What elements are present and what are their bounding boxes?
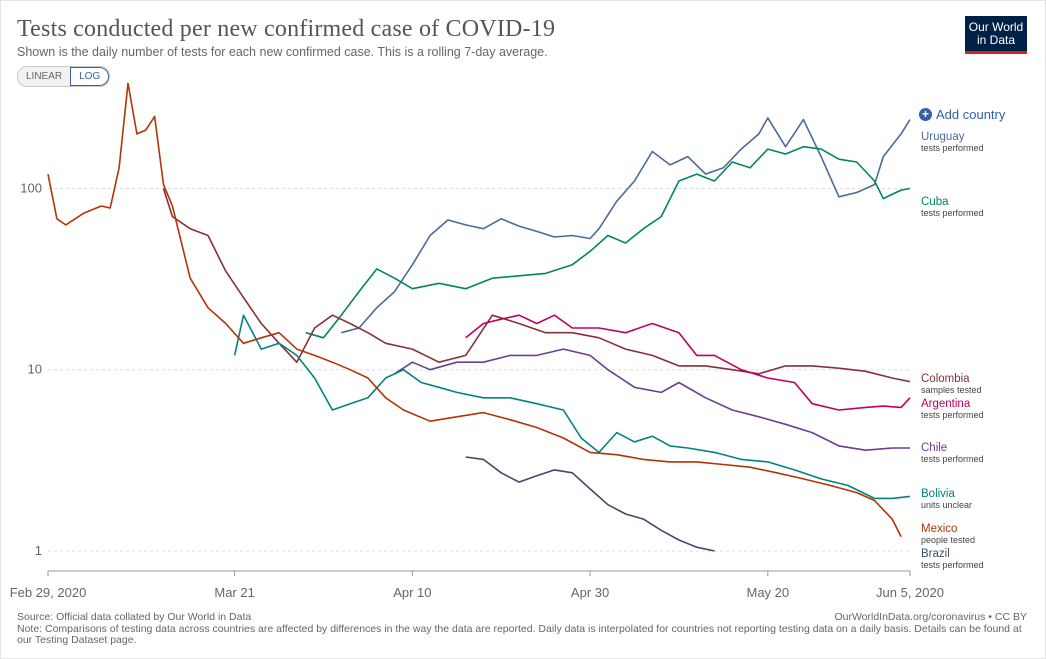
- legend-note-colombia: samples tested: [921, 385, 982, 395]
- series-line-uruguay: [341, 117, 911, 334]
- x-tick-label: Apr 30: [571, 585, 609, 600]
- chart-subtitle: Shown is the daily number of tests for e…: [17, 45, 548, 59]
- add-country-label: Add country: [936, 107, 1006, 122]
- series-line-chile: [394, 348, 910, 451]
- legend-label-chile: Chile: [921, 442, 947, 454]
- series-line-bolivia: [233, 314, 911, 500]
- note-text: Note: Comparisons of testing data across…: [17, 622, 1022, 646]
- legend-note-cuba: tests performed: [921, 208, 984, 218]
- legend-label-bolivia: Bolivia: [921, 488, 955, 500]
- source-text: Source: Official data collated by Our Wo…: [17, 611, 252, 623]
- line-chart: 1 10 100 Feb 29, 2020 Mar 21 Apr 10 Apr 30 May …: [10, 82, 984, 600]
- legend-label-brazil: Brazil: [921, 548, 950, 560]
- y-tick-label: 100: [20, 180, 42, 195]
- x-tick-label: Apr 10: [393, 585, 431, 600]
- y-tick-label: 10: [28, 362, 42, 377]
- credit-link[interactable]: OurWorldInData.org/coronavirus • CC BY: [834, 611, 1027, 623]
- log-scale-button[interactable]: LOG: [70, 67, 110, 86]
- add-country-button[interactable]: + Add country: [919, 107, 1005, 122]
- legend-label-mexico: Mexico: [921, 523, 957, 535]
- legend-note-bolivia: units unclear: [921, 500, 972, 510]
- series-line-brazil: [465, 456, 715, 552]
- owid-logo[interactable]: Our World in Data: [965, 16, 1027, 54]
- series-line-colombia: [162, 188, 911, 383]
- x-tick-label: Feb 29, 2020: [10, 585, 87, 600]
- legend-label-colombia: Colombia: [921, 373, 970, 385]
- legend-note-brazil: tests performed: [921, 560, 984, 570]
- legend-label-uruguay: Uruguay: [921, 131, 965, 143]
- logo-line-2: in Data: [976, 33, 1016, 47]
- linear-scale-button[interactable]: LINEAR: [18, 67, 71, 86]
- logo-line-1: Our World: [968, 20, 1024, 34]
- x-tick-label: Jun 5, 2020: [876, 585, 944, 600]
- footer: Source: Official data collated by Our Wo…: [17, 611, 1027, 647]
- legend-note-argentina: tests performed: [921, 410, 984, 420]
- x-tick-label: Mar 21: [214, 585, 254, 600]
- scale-toggle: LINEAR LOG: [17, 66, 111, 87]
- series-line-mexico: [47, 82, 902, 537]
- legend-label-argentina: Argentina: [921, 398, 971, 410]
- legend-label-cuba: Cuba: [921, 196, 949, 208]
- legend-note-uruguay: tests performed: [921, 143, 984, 153]
- x-tick-label: May 20: [746, 585, 789, 600]
- series-line-argentina: [465, 314, 911, 411]
- y-tick-label: 1: [35, 543, 42, 558]
- plus-circle-icon: +: [919, 108, 932, 121]
- legend-note-chile: tests performed: [921, 454, 984, 464]
- series-line-cuba: [305, 145, 911, 339]
- chart-title: Tests conducted per new confirmed case o…: [17, 16, 556, 42]
- legend-note-mexico: people tested: [921, 535, 975, 545]
